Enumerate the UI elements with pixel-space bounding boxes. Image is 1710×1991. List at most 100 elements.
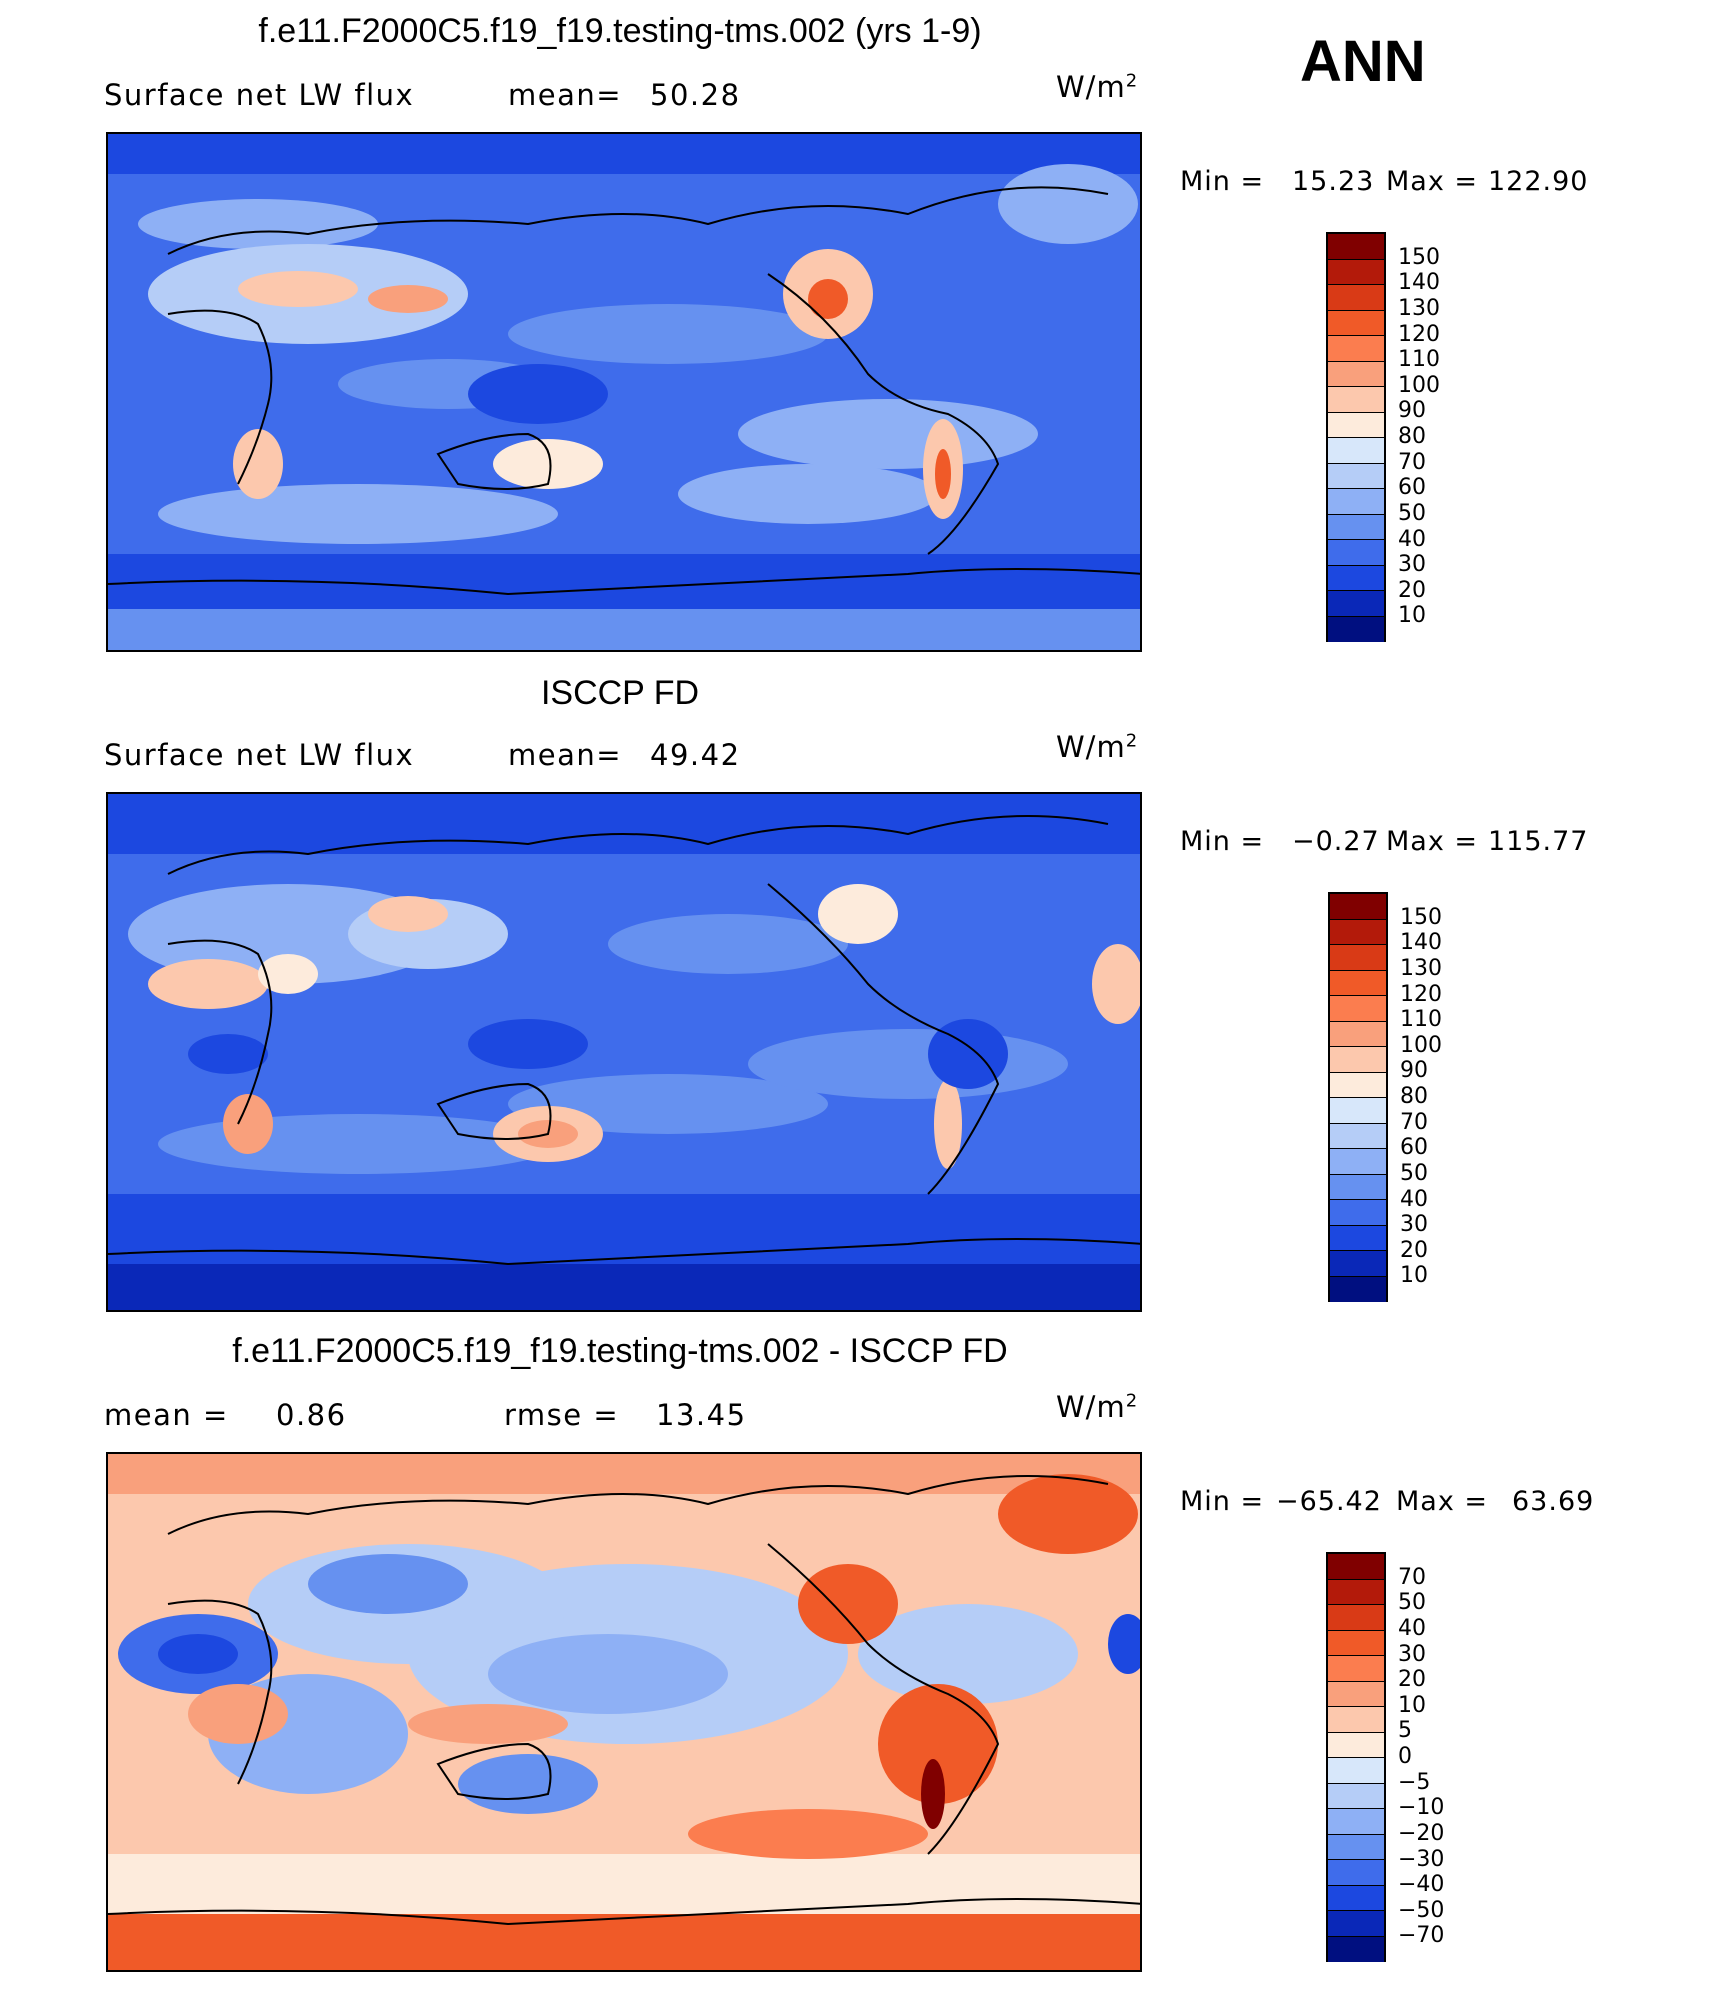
colorbar-label: 30	[1398, 1641, 1426, 1667]
colorbar-box	[1328, 591, 1384, 617]
colorbar-label: −40	[1398, 1872, 1445, 1898]
colorbar-box	[1328, 234, 1384, 260]
panel1-min-label: Min =	[1180, 166, 1265, 197]
colorbar-box	[1328, 1885, 1384, 1911]
colorbar-box	[1328, 463, 1384, 489]
colorbar-label: 130	[1400, 955, 1442, 981]
colorbar-label: 20	[1398, 1667, 1426, 1693]
colorbar-label: 100	[1398, 372, 1440, 398]
season-label: ANN	[1300, 29, 1426, 94]
colorbar-box	[1328, 336, 1384, 362]
colorbar-label: 130	[1398, 295, 1440, 321]
panel2-colorbar	[1328, 892, 1388, 1302]
colorbar-label: 10	[1400, 1263, 1428, 1289]
colorbar-box	[1330, 1225, 1386, 1251]
colorbar-label: 90	[1400, 1058, 1428, 1084]
panel2-mean-label: mean=	[508, 738, 623, 772]
colorbar-box	[1330, 1276, 1386, 1302]
colorbar-box	[1330, 970, 1386, 996]
colorbar-label: 40	[1398, 1615, 1426, 1641]
colorbar-box	[1328, 412, 1384, 438]
panel3-min-label: Min =	[1180, 1486, 1265, 1517]
colorbar-box	[1330, 1047, 1386, 1073]
colorbar-label: 70	[1398, 449, 1426, 475]
panel1-min-value: 15.23	[1292, 166, 1375, 197]
panel3-colorbar	[1326, 1552, 1386, 1962]
colorbar-label: 80	[1400, 1084, 1428, 1109]
colorbar-box	[1330, 1174, 1386, 1200]
colorbar-label: 90	[1398, 398, 1426, 424]
panel1-mean-value: 50.28	[650, 78, 741, 112]
colorbar-box	[1330, 1098, 1386, 1124]
colorbar-label: 60	[1398, 475, 1426, 501]
colorbar-box	[1328, 616, 1384, 642]
colorbar-box	[1328, 361, 1384, 387]
colorbar-label: 110	[1398, 347, 1440, 373]
colorbar-label: 70	[1400, 1109, 1428, 1135]
colorbar-box	[1328, 1860, 1384, 1886]
panel2-units: W/m2	[1056, 730, 1139, 764]
colorbar-label: 150	[1398, 244, 1440, 270]
colorbar-label: 120	[1398, 321, 1440, 347]
colorbar-label: 140	[1400, 930, 1442, 956]
colorbar-label: 50	[1400, 1160, 1428, 1186]
panel2-min-label: Min =	[1180, 826, 1265, 857]
colorbar-box	[1330, 1251, 1386, 1277]
colorbar-box	[1330, 1200, 1386, 1226]
colorbar-box	[1328, 1834, 1384, 1860]
colorbar-label: −30	[1398, 1846, 1445, 1872]
colorbar-label: 80	[1398, 424, 1426, 449]
panel3-map-svg	[108, 1454, 1140, 1970]
colorbar-box	[1330, 945, 1386, 971]
colorbar-box	[1328, 1758, 1384, 1784]
colorbar-label: 40	[1400, 1186, 1428, 1212]
panel3-units: W/m2	[1056, 1390, 1139, 1424]
colorbar-label: 120	[1400, 981, 1442, 1007]
panel1-title: f.e11.F2000C5.f19_f19.testing-tms.002 (y…	[258, 12, 982, 50]
colorbar-label: 20	[1398, 577, 1426, 603]
colorbar-box	[1328, 1681, 1384, 1707]
panel2-map-svg	[108, 794, 1140, 1310]
colorbar-label: 50	[1398, 500, 1426, 526]
colorbar-label: 140	[1398, 270, 1440, 296]
colorbar-box	[1330, 894, 1386, 920]
colorbar-box	[1330, 1072, 1386, 1098]
colorbar-label: 110	[1400, 1007, 1442, 1033]
colorbar-box	[1330, 1123, 1386, 1149]
panel1-mean-label: mean=	[508, 78, 623, 112]
colorbar-box	[1328, 565, 1384, 591]
colorbar-box	[1328, 387, 1384, 413]
colorbar-label: 100	[1400, 1032, 1442, 1058]
panel2-min-value: −0.27	[1292, 826, 1380, 857]
panel2-max-value: 115.77	[1488, 826, 1589, 857]
colorbar-box	[1328, 489, 1384, 515]
colorbar-label: 30	[1398, 552, 1426, 578]
colorbar-box	[1328, 540, 1384, 566]
colorbar-box	[1328, 514, 1384, 540]
colorbar-label: −50	[1398, 1897, 1445, 1923]
panel2-title: ISCCP FD	[540, 674, 700, 712]
colorbar-box	[1330, 919, 1386, 945]
colorbar-box	[1330, 996, 1386, 1022]
colorbar-box	[1328, 1630, 1384, 1656]
colorbar-label: 150	[1400, 904, 1442, 930]
panel3-min-value: −65.42	[1276, 1486, 1382, 1517]
panel1-max-value: 122.90	[1488, 166, 1589, 197]
colorbar-box	[1330, 1021, 1386, 1047]
panel2-mean-value: 49.42	[650, 738, 741, 772]
panel3-rmse-value: 13.45	[656, 1398, 747, 1432]
colorbar-box	[1328, 310, 1384, 336]
colorbar-label: −10	[1398, 1795, 1445, 1821]
panel2-max-label: Max =	[1386, 826, 1479, 857]
colorbar-box	[1328, 1605, 1384, 1631]
panel1-map-svg	[108, 134, 1140, 650]
colorbar-label: 20	[1400, 1237, 1428, 1263]
panel1-max-label: Max =	[1386, 166, 1479, 197]
colorbar-label: 40	[1398, 526, 1426, 552]
colorbar-label: 50	[1398, 1590, 1426, 1616]
colorbar-box	[1328, 1809, 1384, 1835]
colorbar-box	[1328, 259, 1384, 285]
colorbar-label: 10	[1398, 603, 1426, 629]
panel3-mean-label: mean =	[104, 1398, 229, 1432]
colorbar-box	[1328, 438, 1384, 464]
